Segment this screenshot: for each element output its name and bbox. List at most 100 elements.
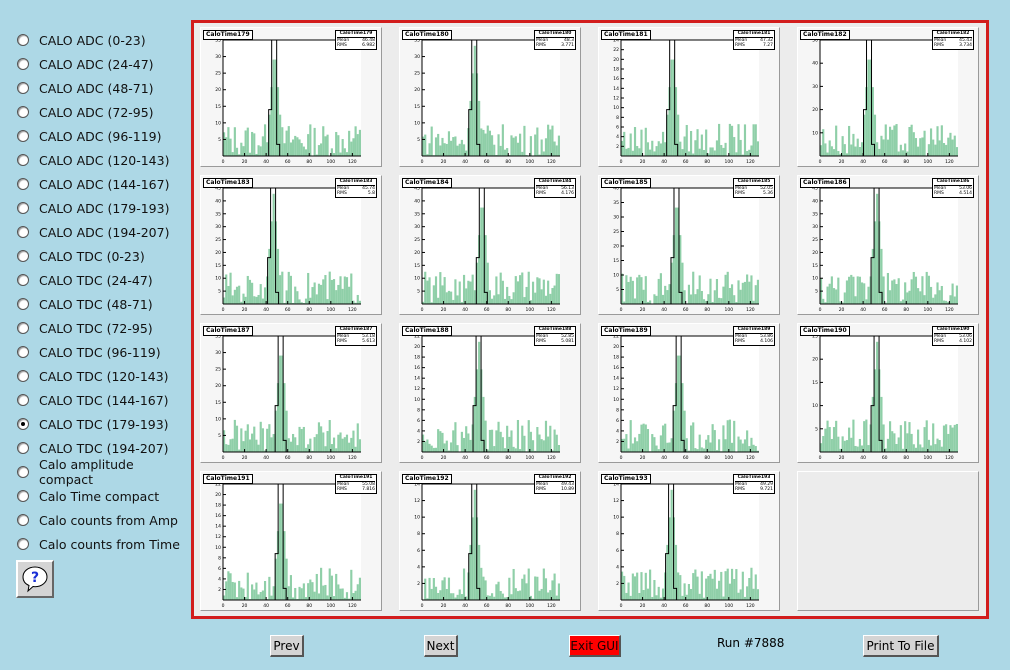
- histogram-option[interactable]: CALO ADC (194-207): [14, 220, 184, 244]
- histogram-pad[interactable]: 0 20 40 60 80 100 120 2 4 6 8 10 12 14 CaloTime193 Calo…: [598, 471, 780, 611]
- radio-button[interactable]: [17, 178, 29, 190]
- histogram-option[interactable]: CALO ADC (48-71): [14, 76, 184, 100]
- histogram-bar: [447, 131, 451, 156]
- histogram-option[interactable]: CALO ADC (24-47): [14, 52, 184, 76]
- option-label: Calo amplitude compact: [39, 457, 134, 487]
- histogram-option[interactable]: Calo counts from Amp: [14, 508, 184, 532]
- radio-button[interactable]: [17, 274, 29, 286]
- radio-button[interactable]: [17, 298, 29, 310]
- histogram-option[interactable]: Calo amplitude compact: [14, 457, 184, 487]
- histogram-bar: [302, 426, 305, 452]
- print-to-file-button[interactable]: Print To File: [863, 635, 939, 657]
- radio-button[interactable]: [17, 442, 29, 454]
- histogram-pad[interactable]: 0 20 40 60 80 100 120 5 10 15 20 25 30 35 CaloTime180 C…: [399, 27, 581, 167]
- histogram-pad[interactable]: 0 20 40 60 80 100 120 5 10 15 20 25 30 35 40 45 CaloTime…: [399, 175, 581, 315]
- exit-gui-button[interactable]: Exit GUI: [569, 635, 621, 657]
- histogram-canvas[interactable]: 0 20 40 60 80 100 120 5 10 15 20 25 30 35 CaloTime179 C…: [191, 20, 989, 619]
- histogram-pad[interactable]: 0 20 40 60 80 100 120 2 4 6 8 10 12 14 16 18 20 22 CaloTim…: [399, 323, 581, 463]
- histogram-bar: [718, 297, 721, 304]
- radio-button[interactable]: [17, 346, 29, 358]
- radio-button[interactable]: [17, 226, 29, 238]
- histogram-bar: [889, 421, 892, 452]
- x-tick-label: 0: [421, 603, 424, 609]
- histogram-bar: [655, 445, 658, 452]
- histogram-option[interactable]: CALO TDC (179-193): [14, 412, 184, 436]
- radio-button[interactable]: [17, 82, 29, 94]
- histogram-pad[interactable]: 0 20 40 60 80 100 120 5 10 15 20 25 30 35 40 45 CaloTime…: [200, 175, 382, 315]
- histogram-option[interactable]: CALO TDC (72-95): [14, 316, 184, 340]
- histogram-pad[interactable]: 0 20 40 60 80 100 120 5 10 15 20 25 30 35 40 45 CaloTime…: [797, 175, 979, 315]
- histogram-pad[interactable]: 0 20 40 60 80 100 120 5 10 15 20 25 CaloTime190 CaloT…: [797, 323, 979, 463]
- radio-button[interactable]: [17, 154, 29, 166]
- histogram-bar: [644, 127, 647, 156]
- radio-button[interactable]: [17, 250, 29, 262]
- stats-rms-label: RMS: [735, 43, 745, 48]
- radio-button[interactable]: [17, 394, 29, 406]
- histogram-bar: [651, 140, 654, 156]
- histogram-bar: [270, 437, 273, 452]
- histogram-bar: [450, 593, 453, 600]
- next-button[interactable]: Next: [424, 635, 458, 657]
- x-tick-label: 80: [306, 603, 312, 609]
- histogram-title: CaloTime191: [203, 474, 253, 484]
- histogram-pad[interactable]: 0 20 40 60 80 100 120 5 10 15 20 25 30 35 40 CaloTime18…: [598, 175, 780, 315]
- histogram-pad[interactable]: 0 20 40 60 80 100 120 5 10 15 20 25 30 35 CaloTime179 C…: [200, 27, 382, 167]
- histogram-pad[interactable]: 0 20 40 60 80 100 120 2 4 6 8 10 12 14 16 18 20 22 CaloTim…: [200, 471, 382, 611]
- histogram-pad[interactable]: 0 20 40 60 80 100 120 2 4 6 8 10 12 14 CaloTime192 Calo…: [399, 471, 581, 611]
- y-tick-label: 2: [218, 587, 221, 593]
- histogram-option[interactable]: CALO ADC (120-143): [14, 148, 184, 172]
- histogram-bar: [633, 576, 637, 600]
- stats-rms: 10.89: [561, 487, 574, 492]
- histogram-bar: [521, 151, 524, 156]
- radio-button[interactable]: [17, 466, 29, 478]
- histogram-option[interactable]: CALO TDC (120-143): [14, 364, 184, 388]
- histogram-bar: [822, 129, 825, 156]
- histogram-option[interactable]: CALO ADC (144-167): [14, 172, 184, 196]
- histogram-option[interactable]: CALO TDC (48-71): [14, 292, 184, 316]
- y-tick-label: 5: [815, 426, 818, 432]
- y-tick-label: 18: [613, 67, 619, 73]
- histogram-bar: [557, 135, 560, 156]
- histogram-option[interactable]: CALO TDC (24-47): [14, 268, 184, 292]
- radio-button[interactable]: [17, 58, 29, 70]
- histogram-option[interactable]: CALO TDC (144-167): [14, 388, 184, 412]
- histogram-option[interactable]: CALO ADC (72-95): [14, 100, 184, 124]
- histogram-bar: [882, 276, 885, 304]
- histogram-option[interactable]: CALO TDC (0-23): [14, 244, 184, 268]
- histogram-option[interactable]: CALO TDC (194-207): [14, 436, 184, 460]
- prev-button[interactable]: Prev: [270, 635, 304, 657]
- stats-title: CaloTime190: [934, 327, 972, 334]
- radio-button[interactable]: [17, 538, 29, 550]
- histogram-option[interactable]: CALO ADC (0-23): [14, 28, 184, 52]
- histogram-bar: [891, 280, 894, 304]
- histogram-option[interactable]: Calo Time compact: [14, 484, 184, 508]
- histogram-bar: [274, 558, 277, 600]
- radio-button[interactable]: [17, 106, 29, 118]
- histogram-bar: [240, 428, 243, 452]
- radio-button[interactable]: [17, 418, 29, 430]
- histogram-bar: [439, 431, 442, 452]
- histogram-pad[interactable]: 0 20 40 60 80 100 120 10 20 30 40 50 CaloTime182 Calo…: [797, 27, 979, 167]
- radio-button[interactable]: [17, 202, 29, 214]
- histogram-pad[interactable]: 0 20 40 60 80 100 120 5 10 15 20 25 30 35 CaloTime187 C…: [200, 323, 382, 463]
- histogram-option[interactable]: CALO ADC (96-119): [14, 124, 184, 148]
- histogram-pad[interactable]: 0 20 40 60 80 100 120 2 4 6 8 10 12 14 16 18 20 22 24 CaloT…: [598, 27, 780, 167]
- y-tick-label: 16: [613, 365, 619, 371]
- histogram-bar: [636, 146, 639, 156]
- histogram-bar: [536, 127, 539, 156]
- radio-button[interactable]: [17, 130, 29, 142]
- radio-button[interactable]: [17, 322, 29, 334]
- histogram-pad[interactable]: 0 20 40 60 80 100 120 2 4 6 8 10 12 14 16 18 20 22 CaloTim…: [598, 323, 780, 463]
- histogram-option[interactable]: CALO TDC (96-119): [14, 340, 184, 364]
- radio-button[interactable]: [17, 490, 29, 502]
- histogram-option[interactable]: Calo counts from Time: [14, 532, 184, 556]
- radio-button[interactable]: [17, 514, 29, 526]
- histogram-bar: [895, 124, 898, 156]
- radio-button[interactable]: [17, 370, 29, 382]
- histogram-bar: [627, 582, 630, 600]
- radio-button[interactable]: [17, 34, 29, 46]
- histogram-option[interactable]: CALO ADC (179-193): [14, 196, 184, 220]
- histogram-bar: [661, 425, 665, 452]
- histogram-bar: [655, 295, 658, 304]
- help-button[interactable]: ?: [16, 560, 54, 598]
